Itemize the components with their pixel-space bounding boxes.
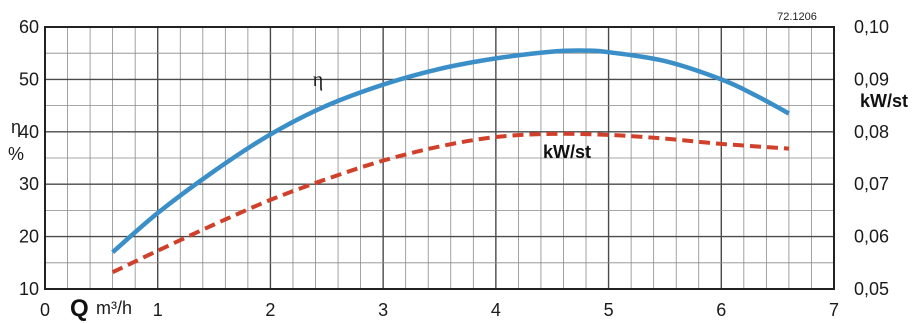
series-eta-line	[111, 48, 790, 255]
chart-code-label: 72.1206	[777, 11, 817, 23]
left-axis-label: η	[11, 117, 21, 137]
right-tick-label: 0,06	[854, 227, 889, 247]
tick-labels: 10 20 30 40 50 60 0,05 0,06 0,07 0,08 0,09 0,10 0 1 2 3…	[19, 17, 889, 320]
x-tick-label: 5	[604, 300, 614, 320]
series-label-kw: kW/st	[543, 142, 591, 162]
grid	[44, 26, 835, 290]
x-tick-label: 1	[153, 300, 163, 320]
x-axis-symbol: Q	[70, 295, 89, 322]
left-tick-label: 10	[19, 279, 39, 299]
right-tick-label: 0,05	[854, 279, 889, 299]
plot-frame	[44, 26, 835, 290]
x-tick-label: 7	[829, 300, 839, 320]
left-tick-label: 30	[19, 174, 39, 194]
right-tick-label: 0,09	[854, 69, 889, 89]
left-tick-label: 40	[19, 122, 39, 142]
left-tick-label: 60	[19, 17, 39, 37]
left-tick-label: 20	[19, 227, 39, 247]
series-kw-line	[111, 131, 790, 275]
left-axis-unit: %	[8, 144, 24, 164]
x-tick-label: 3	[378, 300, 388, 320]
right-axis-label: kW/st	[860, 91, 908, 111]
x-tick-label: 0	[40, 300, 50, 320]
x-tick-label: 2	[265, 300, 275, 320]
x-tick-label: 4	[491, 300, 501, 320]
right-tick-label: 0,07	[854, 174, 889, 194]
series-lines	[111, 48, 790, 275]
series-label-eta: η	[313, 69, 323, 91]
x-axis-unit: m³/h	[96, 298, 132, 318]
right-tick-label: 0,08	[854, 122, 889, 142]
x-tick-label: 6	[716, 300, 726, 320]
right-tick-label: 0,10	[854, 17, 889, 37]
left-tick-label: 50	[19, 69, 39, 89]
